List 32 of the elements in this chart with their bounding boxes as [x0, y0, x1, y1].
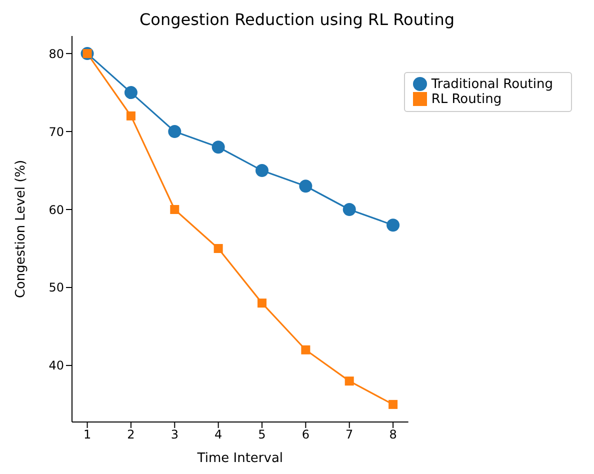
point [386, 218, 400, 232]
x-tick-label: 5 [258, 428, 266, 442]
y-axis-title: Congestion Level (%) [14, 160, 29, 298]
y-tick-label: 40 [48, 358, 64, 373]
point [124, 86, 138, 100]
y-tick-label: 70 [48, 124, 64, 139]
chart-title: Congestion Reduction using RL Routing [138, 9, 456, 31]
y-tick-label: 50 [48, 280, 64, 295]
legend-label: RL Routing [431, 92, 502, 107]
x-tick-label: 4 [214, 428, 222, 442]
x-tick-label: 3 [170, 428, 178, 442]
x-tick-label: 7 [346, 428, 354, 442]
x-axis-title: Time Interval [196, 451, 284, 466]
legend-label: Traditional Routing [431, 77, 553, 92]
x-tick-label: 8 [389, 428, 397, 442]
point [168, 125, 182, 138]
point [258, 298, 267, 308]
point [301, 345, 310, 354]
x-tick-label: 6 [302, 428, 310, 442]
point [212, 140, 225, 154]
point [126, 111, 136, 120]
x-tick-label: 1 [83, 428, 92, 442]
point [342, 203, 356, 216]
point [256, 164, 269, 178]
y-tick-label: 80 [48, 46, 64, 61]
y-tick-label: 60 [48, 202, 64, 217]
point [299, 180, 312, 193]
x-tick-label: 2 [127, 428, 135, 442]
point [388, 400, 398, 409]
point [214, 244, 223, 253]
point [170, 205, 180, 214]
point [344, 376, 354, 386]
